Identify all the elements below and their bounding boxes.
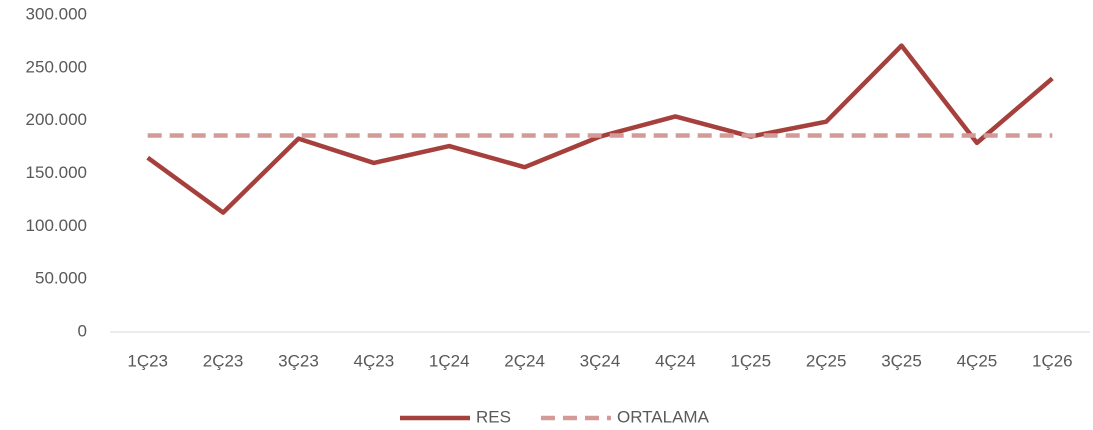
x-tick-label: 1Ç24	[429, 351, 470, 370]
x-tick-label: 3Ç25	[881, 351, 922, 370]
line-series	[146, 43, 1054, 215]
x-tick-label: 1Ç23	[127, 351, 168, 370]
y-tick-label: 50.000	[35, 269, 87, 288]
y-tick-label: 250.000	[26, 57, 87, 76]
y-tick-label: 100.000	[26, 216, 87, 235]
x-tick-label: 1Ç26	[1032, 351, 1073, 370]
x-tick-label: 1Ç25	[730, 351, 771, 370]
x-tick-label: 3Ç23	[278, 351, 319, 370]
y-tick-label: 300.000	[26, 4, 87, 23]
x-tick-label: 3Ç24	[580, 351, 621, 370]
y-tick-label: 150.000	[26, 163, 87, 182]
x-tick-label: 2Ç24	[504, 351, 545, 370]
x-tick-label: 4Ç25	[957, 351, 998, 370]
x-tick-label: 2Ç23	[203, 351, 244, 370]
y-tick-label: 200.000	[26, 110, 87, 129]
legend-label: RES	[476, 407, 511, 426]
x-tick-label: 4Ç23	[354, 351, 395, 370]
x-tick-label: 2Ç25	[806, 351, 847, 370]
x-tick-label: 4Ç24	[655, 351, 696, 370]
legend-label: ORTALAMA	[617, 407, 710, 426]
y-tick-label: 0	[78, 321, 87, 340]
